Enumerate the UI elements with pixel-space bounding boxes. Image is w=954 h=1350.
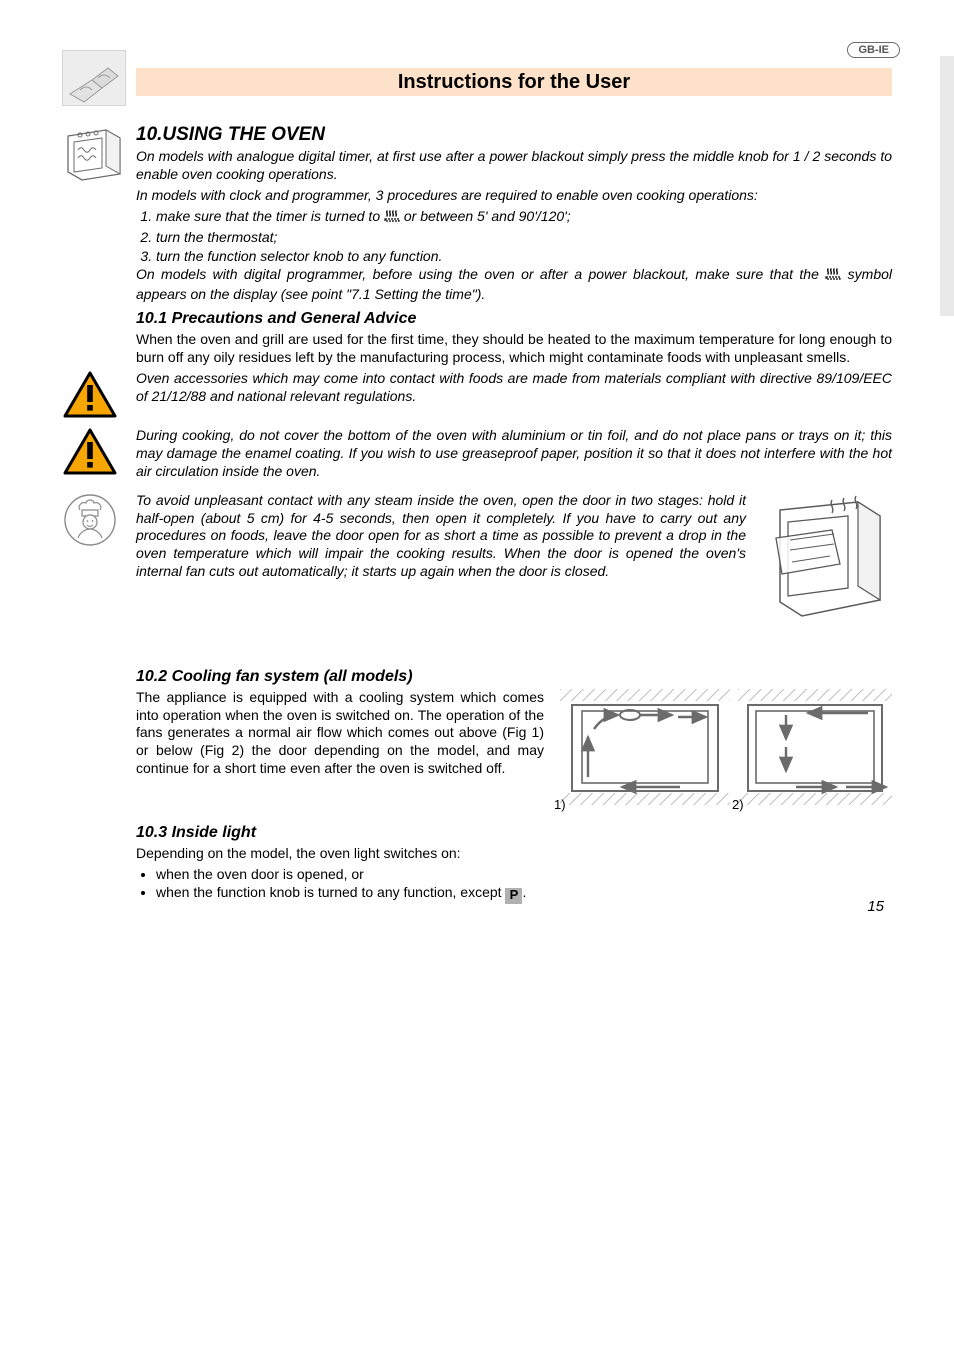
bullet-2: when the function knob is turned to any … (156, 884, 892, 903)
post-steps: On models with digital programmer, befor… (136, 266, 892, 304)
fig-1-label: 1) (554, 797, 566, 812)
sub-10-3-title: 10.3 Inside light (136, 824, 892, 842)
cooling-figures: 1) (560, 689, 892, 810)
header-icon (62, 50, 126, 106)
heat-icon (384, 209, 400, 228)
oven-steam-figure (762, 492, 892, 622)
sub-10-1-p1: When the oven and grill are used for the… (136, 331, 892, 367)
warning-icon (62, 370, 126, 425)
warning-icon (62, 427, 126, 482)
step-1a: make sure that the timer is turned to (156, 208, 384, 224)
inside-light-list: when the oven door is opened, or when th… (136, 866, 892, 904)
warn-3: To avoid unpleasant contact with any ste… (136, 492, 746, 582)
bullet-1: when the oven door is opened, or (156, 866, 892, 884)
cooling-row: The appliance is equipped with a cooling… (136, 689, 892, 810)
warn-2: During cooking, do not cover the bottom … (136, 427, 892, 481)
sub-10-1-title: 10.1 Precautions and General Advice (136, 310, 892, 328)
warn-3-row: To avoid unpleasant contact with any ste… (136, 492, 892, 622)
p-badge-icon: P (505, 888, 522, 904)
gb-ie-badge: GB-IE (847, 42, 900, 58)
sub-10-2-p1: The appliance is equipped with a cooling… (136, 689, 544, 779)
post-steps-a: On models with digital programmer, befor… (136, 266, 825, 282)
cooling-fig-1: 1) (560, 689, 730, 810)
warn-2-row: During cooking, do not cover the bottom … (136, 427, 892, 492)
header-title: Instructions for the User (398, 71, 630, 94)
step-1b: or between 5' and 90'/120'; (400, 208, 571, 224)
header-band: Instructions for the User GB-IE (62, 50, 892, 106)
intro-2: In models with clock and programmer, 3 p… (136, 187, 892, 205)
intro-1: On models with analogue digital timer, a… (136, 148, 892, 184)
oven-drawing-icon (62, 124, 126, 191)
sub-10-3-p1: Depending on the model, the oven light s… (136, 845, 892, 863)
section-10-title: 10.USING THE OVEN (136, 124, 892, 146)
warn-1-row: Oven accessories which may come into con… (136, 370, 892, 427)
step-2: turn the thermostat; (156, 229, 892, 247)
content: 10.USING THE OVEN On models with analogu… (136, 124, 892, 904)
page-number: 15 (867, 898, 884, 915)
chef-icon (62, 492, 126, 553)
bullet-2a: when the function knob is turned to any … (156, 884, 505, 900)
cooling-fig-2: 2) (738, 689, 892, 810)
step-1: make sure that the timer is turned to or… (156, 208, 892, 228)
heat-icon (825, 267, 841, 286)
section-10: 10.USING THE OVEN On models with analogu… (136, 124, 892, 367)
sub-10-2-title: 10.2 Cooling fan system (all models) (136, 668, 892, 686)
bullet-2b: . (522, 884, 526, 900)
step-3: turn the function selector knob to any f… (156, 248, 892, 266)
header-strip: Instructions for the User (136, 68, 892, 96)
fig-2-label: 2) (732, 797, 744, 812)
side-grey-bar (940, 56, 954, 316)
steps-list: make sure that the timer is turned to or… (136, 208, 892, 266)
page: Instructions for the User GB-IE 10.USING… (0, 0, 954, 935)
warn-1: Oven accessories which may come into con… (136, 370, 892, 406)
